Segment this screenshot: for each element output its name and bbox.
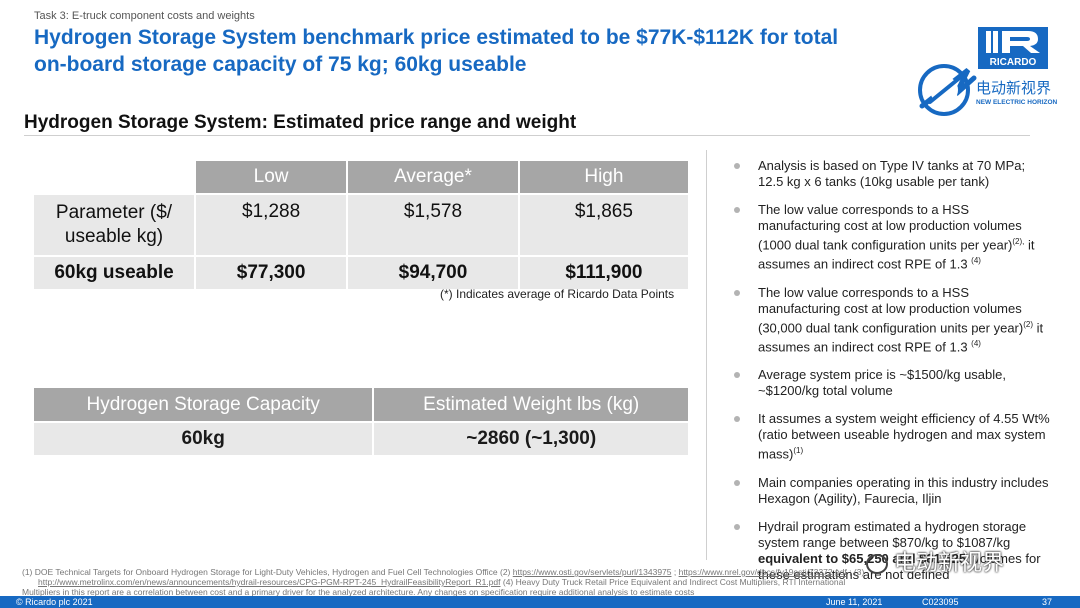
section-heading: Hydrogen Storage System: Estimated price…	[24, 112, 577, 133]
bullet-text: The low value corresponds to a HSS manuf…	[758, 202, 1022, 253]
reference-link-nrel[interactable]: https://www.nrel.gov/docs/fy19osti/73372…	[678, 567, 847, 577]
slide-title: Hydrogen Storage System benchmark price …	[34, 24, 934, 78]
bullet-dot-icon	[734, 207, 740, 213]
list-item: Main companies operating in this industr…	[732, 475, 1050, 507]
row-label-parameter: Parameter ($/ useable kg)	[34, 195, 194, 255]
reference-text: (1) DOE Technical Targets for Onboard Hy…	[22, 567, 513, 577]
bullet-text: it assumes an indirect cost RPE of 1.3	[758, 237, 1035, 272]
list-item: Analysis is based on Type IV tanks at 70…	[732, 158, 1050, 190]
weight-table: Hydrogen Storage Capacity Estimated Weig…	[32, 386, 690, 457]
header-storage-capacity: Hydrogen Storage Capacity	[34, 388, 373, 421]
ricardo-r-icon	[978, 27, 1048, 57]
reference-line-1: (1) DOE Technical Targets for Onboard Hy…	[22, 567, 1062, 577]
table-row: 60kg ~2860 (~1,300)	[34, 423, 688, 455]
bullet-bold-text: equivalent to $65,250 and $81,525	[758, 550, 967, 566]
references: (1) DOE Technical Targets for Onboard Hy…	[22, 567, 1062, 597]
slide-title-line1: Hydrogen Storage System benchmark price …	[34, 26, 839, 49]
bullet-text: , volumes for these estimations are not …	[758, 550, 1041, 582]
vertical-divider	[706, 150, 707, 560]
cell-average-parameter: $1,578	[348, 195, 518, 255]
reference-link-osti[interactable]: https://www.osti.gov/servlets/purl/13439…	[512, 567, 672, 577]
header-average: Average*	[348, 161, 518, 193]
price-table-corner	[34, 161, 194, 193]
notes-list: Analysis is based on Type IV tanks at 70…	[732, 158, 1050, 595]
bullet-text: Average system price is ~$1500/kg usable…	[758, 367, 1006, 399]
heading-divider	[24, 135, 1030, 136]
wechat-icon	[866, 554, 888, 575]
bullet-text: It assumes a system weight efficiency of…	[758, 411, 1050, 462]
cell-high-parameter: $1,865	[519, 195, 688, 255]
slide-title-line2: on-board storage capacity of 75 kg; 60kg…	[34, 53, 527, 76]
list-item: The low value corresponds to a HSS manuf…	[732, 285, 1050, 356]
cell-average-60kg: $94,700	[348, 257, 518, 289]
ricardo-logo: RICARDO 电动新视界 NEW ELECTRIC HORIZON	[976, 27, 1057, 109]
reference-line-2: http://www.metrolinx.com/en/news/announc…	[22, 577, 1062, 587]
cell-capacity: 60kg	[34, 423, 373, 455]
cell-low-60kg: $77,300	[196, 257, 347, 289]
bullet-superscript: (2),	[1012, 237, 1025, 246]
bullet-superscript: (1)	[793, 446, 804, 456]
logo-chinese-text: 电动新视界	[976, 80, 1052, 97]
reference-text: (4) Heavy Duty Truck Retail Price Equiva…	[500, 577, 846, 587]
bullet-dot-icon	[734, 479, 740, 486]
logo-english-text: NEW ELECTRIC HORIZON	[976, 99, 1058, 106]
header-estimated-weight: Estimated Weight lbs (kg)	[374, 388, 688, 421]
reference-text: ; (3)	[846, 567, 865, 577]
reference-text: ;	[671, 567, 679, 577]
footer-page-number: 37	[1042, 597, 1053, 607]
footer-copyright: © Ricardo plc 2021	[16, 597, 93, 607]
list-item: Hydrail program estimated a hydrogen sto…	[732, 519, 1050, 583]
watermark-text: 电动新视界	[894, 550, 1005, 575]
bullet-dot-icon	[734, 523, 740, 530]
row-label-60kg: 60kg useable	[34, 257, 194, 289]
reference-line-3: Multipliers in this report are a correla…	[22, 587, 695, 597]
price-table: Low Average* High Parameter ($/ useable …	[32, 159, 690, 291]
table-footnote: (*) Indicates average of Ricardo Data Po…	[440, 287, 675, 301]
table-row: Parameter ($/ useable kg) $1,288 $1,578 …	[34, 195, 688, 255]
list-item: The low value corresponds to a HSS manuf…	[732, 202, 1050, 273]
header-high: High	[519, 161, 688, 193]
footer-bar: © Ricardo plc 2021 June 11, 2021 C023095…	[0, 596, 1080, 608]
cell-high-60kg: $111,900	[519, 257, 688, 289]
table-row: 60kg useable $77,300 $94,700 $111,900	[34, 257, 688, 289]
list-item: It assumes a system weight efficiency of…	[732, 411, 1050, 462]
list-item: Average system price is ~$1500/kg usable…	[732, 367, 1050, 399]
bullet-text: Analysis is based on Type IV tanks at 70…	[758, 158, 1026, 189]
bullet-superscript: (2)	[1023, 319, 1033, 329]
price-table-header-row: Low Average* High	[34, 161, 688, 193]
header-low: Low	[196, 161, 347, 193]
bullet-superscript: (4)	[971, 338, 981, 348]
reference-link-metrolinx[interactable]: http://www.metrolinx.com/en/news/announc…	[38, 577, 501, 587]
cell-low-parameter: $1,288	[196, 195, 347, 255]
footer-code: C023095	[922, 597, 959, 607]
ricardo-wordmark: RICARDO	[978, 57, 1048, 69]
bullet-text: The low value corresponds to a HSS manuf…	[758, 284, 1024, 335]
task-label: Task 3: E-truck component costs and weig…	[34, 10, 255, 22]
bullet-text: Main companies operating in this industr…	[758, 474, 1049, 506]
bullet-dot-icon	[734, 372, 740, 379]
bullet-text: it assumes an indirect cost RPE of 1.3	[758, 319, 1044, 355]
footer-date: June 11, 2021	[826, 597, 883, 607]
bullet-superscript: (4)	[971, 256, 981, 266]
swirl-logo-icon	[912, 58, 982, 118]
bullet-text: Hydrail program estimated a hydrogen sto…	[758, 518, 1027, 550]
watermark: 电动新视界	[866, 545, 1004, 577]
cell-weight: ~2860 (~1,300)	[374, 423, 688, 455]
bullet-dot-icon	[734, 163, 740, 169]
bullet-dot-icon	[734, 416, 740, 423]
bullet-dot-icon	[734, 289, 740, 296]
weight-table-header-row: Hydrogen Storage Capacity Estimated Weig…	[34, 388, 688, 421]
